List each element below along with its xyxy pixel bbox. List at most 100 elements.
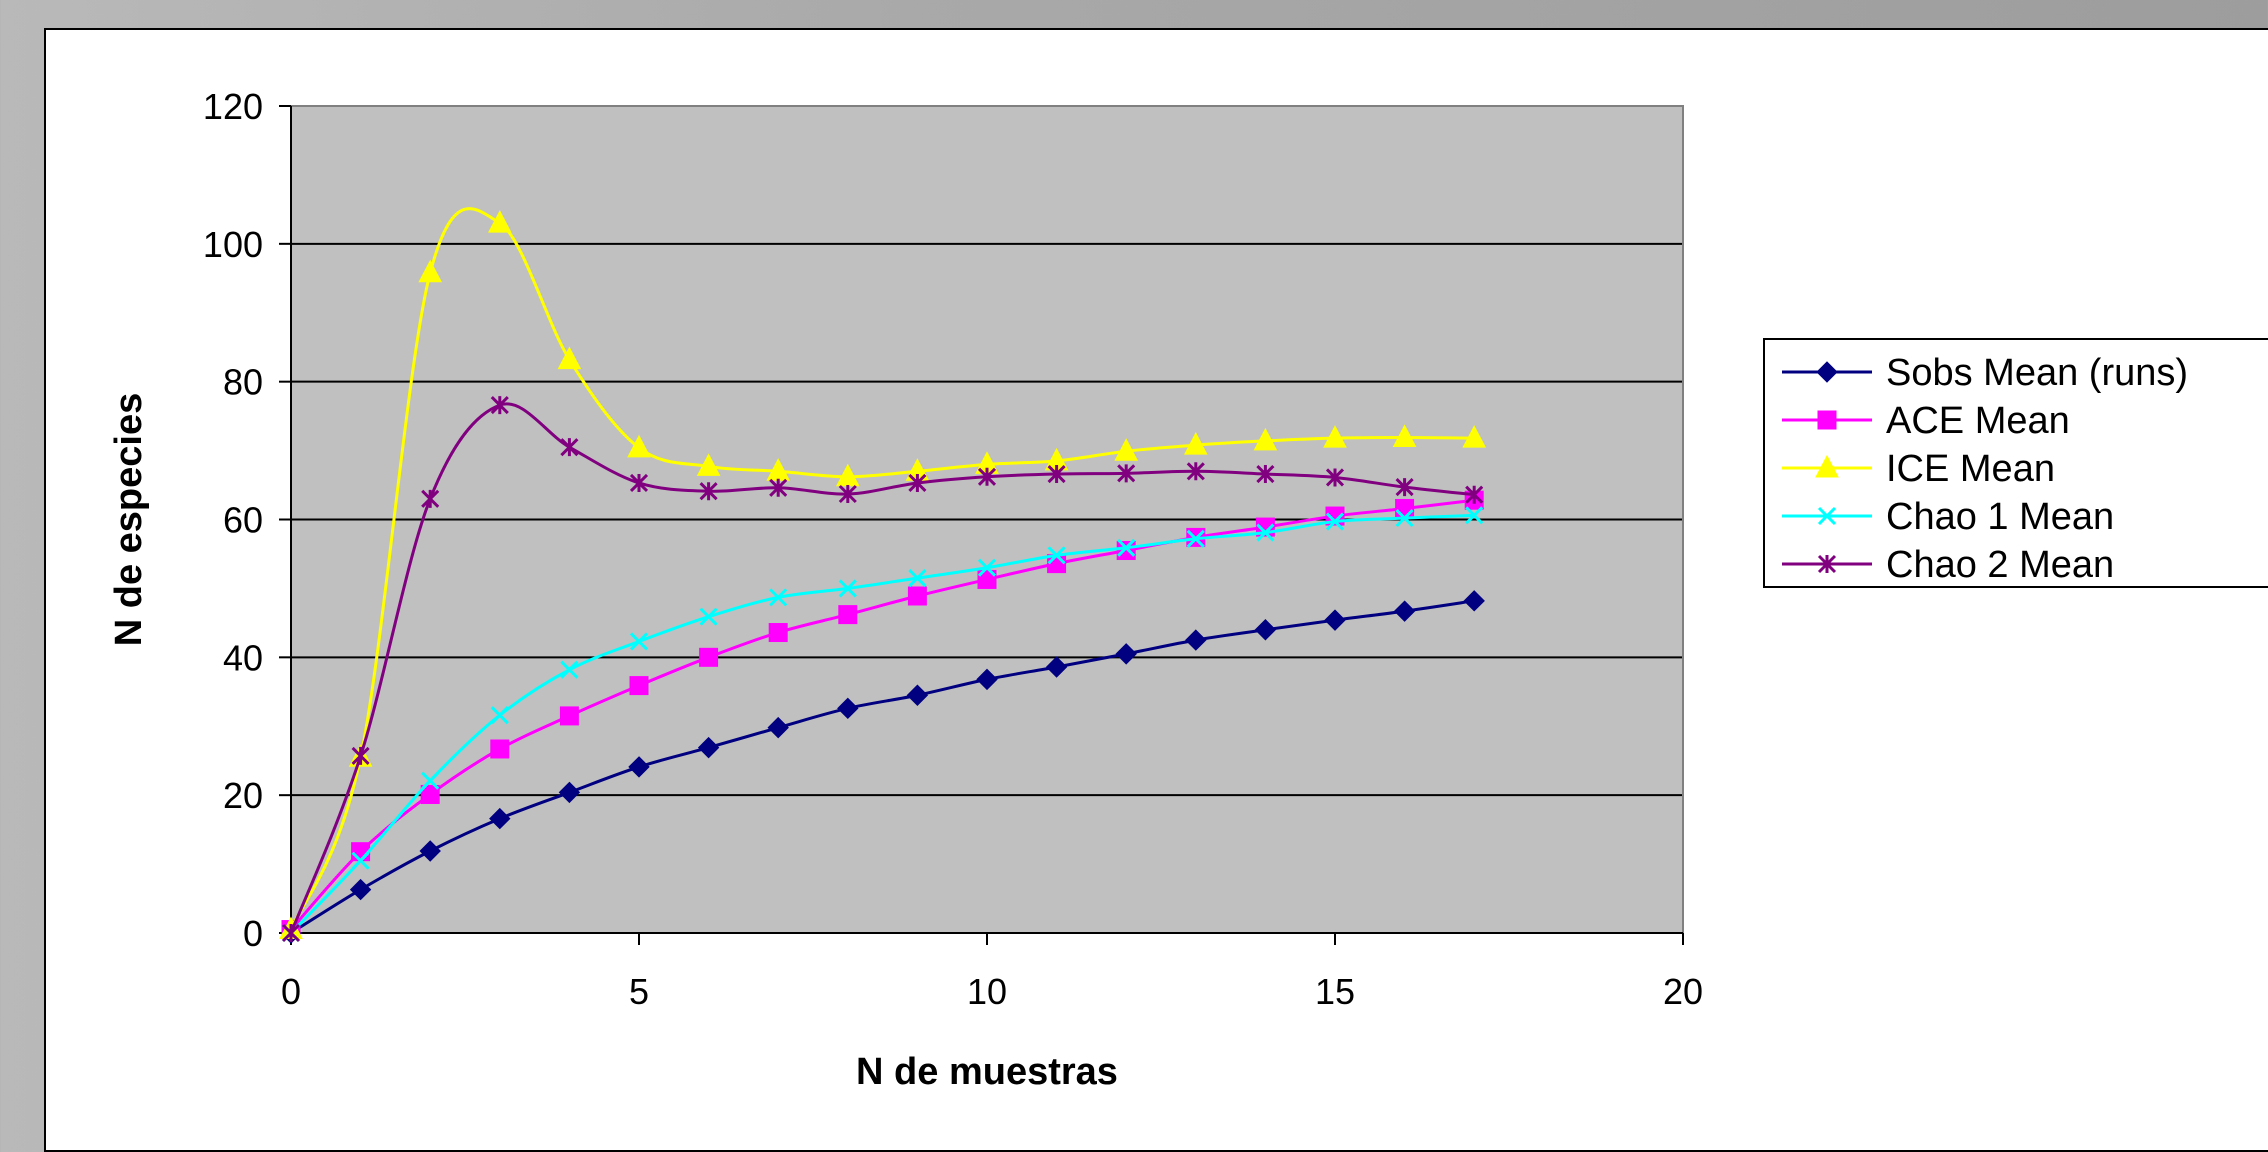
data-point	[420, 784, 440, 804]
legend-label: Sobs Mean (runs)	[1886, 352, 2188, 394]
data-point	[1465, 485, 1484, 504]
data-point	[1186, 462, 1205, 481]
legend-entry: ICE Mean	[1782, 448, 2055, 490]
data-point	[1393, 600, 1416, 622]
data-point	[490, 706, 509, 725]
legend-entry: Chao 1 Mean	[1782, 496, 2114, 538]
data-point	[769, 588, 788, 607]
legend-label: ACE Mean	[1886, 400, 2070, 442]
legend-label: Chao 1 Mean	[1886, 496, 2114, 538]
data-point	[1114, 438, 1139, 461]
series-3	[281, 506, 1484, 943]
legend-marker	[1817, 554, 1837, 574]
legend-marker	[1817, 410, 1837, 430]
data-point	[1183, 431, 1208, 455]
legend-marker	[1815, 454, 1839, 478]
legend-marker	[1817, 506, 1837, 526]
data-point	[1463, 590, 1485, 612]
data-point	[558, 781, 581, 804]
y-tick-label: 40	[223, 637, 263, 678]
data-point	[907, 586, 927, 606]
data-point	[767, 716, 789, 739]
data-point	[1256, 464, 1275, 484]
data-point	[699, 647, 719, 667]
series-0	[280, 590, 1485, 944]
y-tick-label: 80	[223, 362, 263, 403]
y-tick-label: 60	[223, 500, 263, 541]
data-point	[1325, 512, 1345, 531]
data-point	[351, 746, 370, 765]
data-point	[490, 739, 510, 759]
data-point	[487, 210, 512, 233]
legend-label: Chao 2 Mean	[1886, 544, 2114, 586]
y-tick-label: 0	[243, 913, 263, 954]
data-point	[1325, 468, 1345, 487]
data-point	[838, 484, 857, 504]
legend-marker	[1816, 361, 1838, 383]
x-tick-label: 10	[967, 971, 1007, 1012]
data-point	[1047, 546, 1066, 565]
data-point	[908, 473, 927, 493]
data-point	[1395, 498, 1415, 518]
data-point	[1115, 643, 1137, 665]
data-point	[699, 607, 718, 626]
data-point	[1117, 538, 1136, 557]
data-point	[1185, 629, 1207, 651]
data-point	[628, 756, 650, 778]
data-point	[699, 482, 718, 501]
x-tick-label: 0	[281, 971, 301, 1012]
data-point	[1395, 509, 1414, 528]
data-point	[419, 840, 441, 862]
legend-box	[1763, 338, 2268, 588]
data-point	[1253, 427, 1278, 451]
x-tick-label: 20	[1663, 971, 1703, 1012]
data-point	[560, 438, 579, 457]
data-point	[1047, 464, 1066, 484]
y-tick-label: 20	[223, 775, 263, 816]
data-point	[696, 453, 721, 476]
data-point	[1395, 478, 1414, 497]
data-point	[908, 569, 927, 588]
data-point	[351, 851, 370, 870]
legend-entry: ACE Mean	[1782, 400, 2070, 442]
data-point	[838, 579, 857, 598]
legend-label: ICE Mean	[1886, 448, 2055, 490]
data-point	[421, 489, 440, 508]
data-point	[977, 467, 997, 486]
data-point	[349, 878, 372, 901]
data-point	[629, 473, 649, 493]
data-point	[490, 396, 509, 415]
data-point	[557, 346, 582, 370]
data-point	[838, 605, 858, 625]
x-axis-title: N de muestras	[856, 1051, 1118, 1093]
data-point	[627, 434, 651, 458]
data-point	[1254, 619, 1277, 641]
data-point	[1323, 425, 1347, 448]
data-point	[768, 623, 788, 643]
data-point	[281, 923, 301, 943]
data-point	[560, 660, 579, 679]
data-point	[418, 259, 443, 283]
data-point	[1256, 523, 1275, 542]
legend-entry: Chao 2 Mean	[1782, 544, 2114, 586]
data-point	[489, 807, 511, 830]
data-point	[1116, 541, 1136, 561]
data-point	[421, 771, 440, 790]
species-accumulation-chart: 0 20 40 60 80 100 120 0 5 10 15 20 N de muestras N de…	[108, 86, 2268, 1093]
x-tick-label: 15	[1315, 971, 1355, 1012]
y-axis-title: N de especies	[108, 393, 150, 646]
data-point	[1465, 506, 1484, 525]
data-point	[837, 697, 859, 720]
legend-entry: Sobs Mean (runs)	[1782, 352, 2188, 394]
data-point	[1045, 656, 1068, 678]
data-point	[1324, 609, 1346, 631]
series-line	[289, 207, 1475, 931]
data-point	[906, 684, 929, 706]
chart-frame: 0 20 40 60 80 100 120 0 5 10 15 20 N de muestras N de…	[44, 28, 2268, 1152]
data-point	[1117, 464, 1136, 483]
data-point	[629, 632, 649, 651]
data-point	[769, 478, 788, 497]
x-tick-label: 5	[629, 971, 649, 1012]
data-point	[977, 558, 997, 577]
series-4	[281, 396, 1484, 943]
